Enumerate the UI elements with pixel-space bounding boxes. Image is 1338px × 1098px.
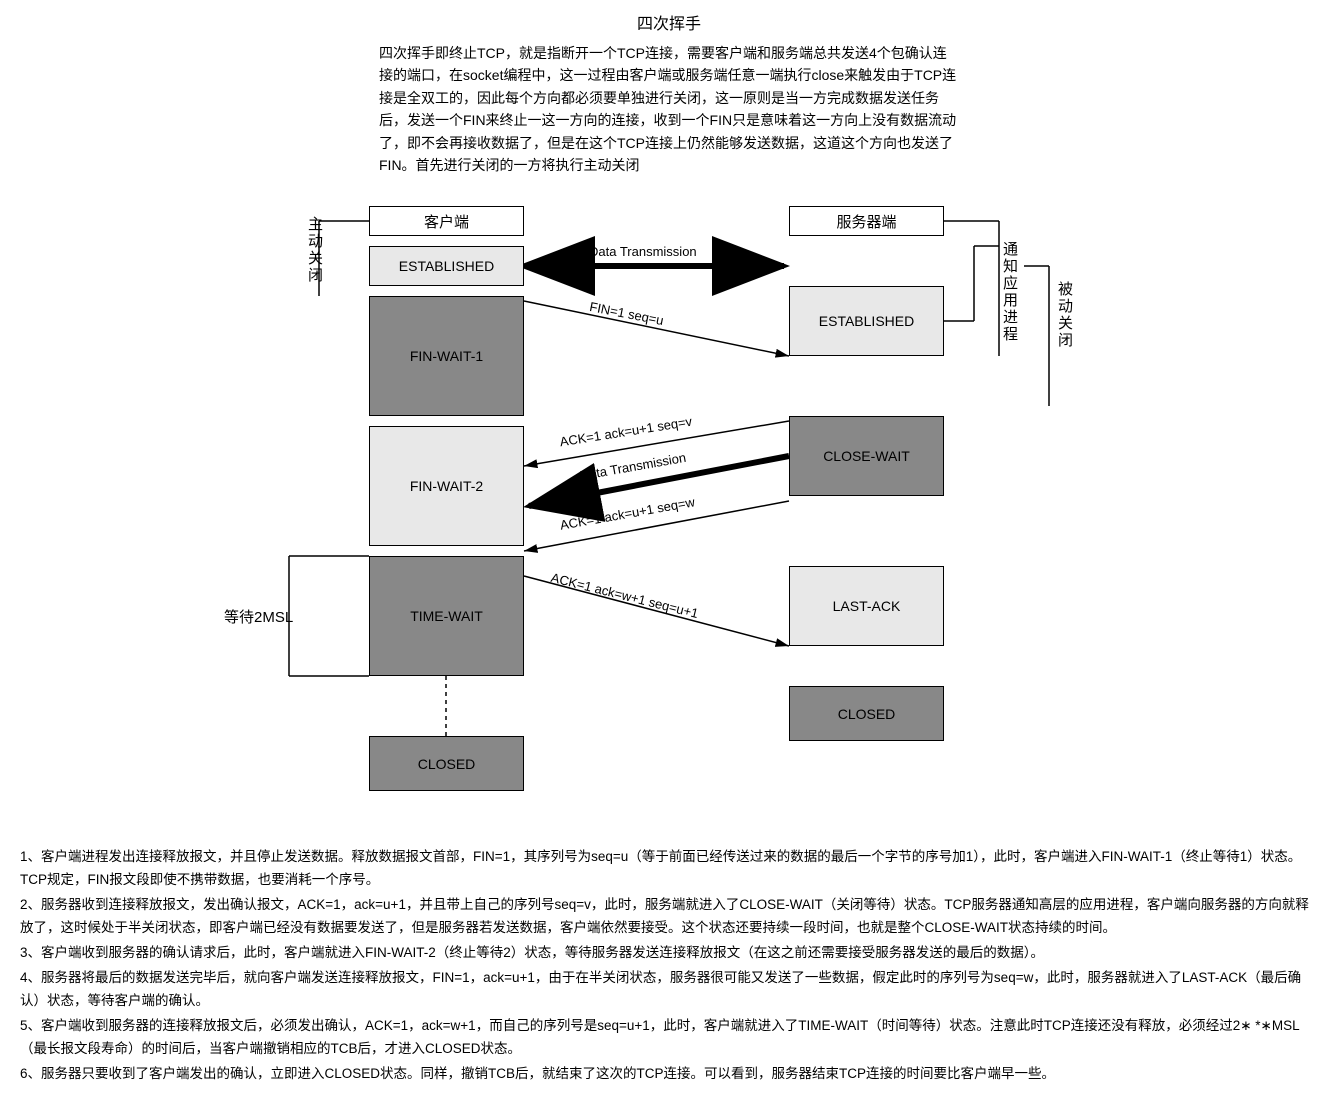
explain-6: 6、服务器只要收到了客户端发出的确认，立即进入CLOSED状态。同样，撤销TCB… xyxy=(20,1063,1318,1086)
explain-3: 3、客户端收到服务器的确认请求后，此时，客户端就进入FIN-WAIT-2（终止等… xyxy=(20,942,1318,965)
client-fin-wait-2: FIN-WAIT-2 xyxy=(369,426,524,546)
explanation-section: 1、客户端进程发出连接释放报文，并且停止发送数据。释放数据报文首部，FIN=1，… xyxy=(20,846,1318,1085)
explain-2: 2、服务器收到连接释放报文，发出确认报文，ACK=1，ack=u+1，并且带上自… xyxy=(20,894,1318,940)
client-header: 客户端 xyxy=(369,206,524,236)
diagram-svg xyxy=(219,206,1119,826)
page-title: 四次挥手 xyxy=(20,10,1318,34)
explain-4: 4、服务器将最后的数据发送完毕后，就向客户端发送连接释放报文，FIN=1，ack… xyxy=(20,967,1318,1013)
explain-1: 1、客户端进程发出连接释放报文，并且停止发送数据。释放数据报文首部，FIN=1，… xyxy=(20,846,1318,892)
notify-app-label: 通知应用进程 xyxy=(999,241,1020,343)
server-closed: CLOSED xyxy=(789,686,944,741)
handshake-diagram: 客户端 服务器端 主动关闭 通知应用进程 被动关闭 等待2MSL ESTABLI… xyxy=(219,206,1119,826)
server-last-ack: LAST-ACK xyxy=(789,566,944,646)
server-close-wait: CLOSE-WAIT xyxy=(789,416,944,496)
server-established: ESTABLISHED xyxy=(789,286,944,356)
active-close-label: 主动关闭 xyxy=(304,216,325,284)
wait-2msl-label: 等待2MSL xyxy=(224,606,293,627)
passive-close-label: 被动关闭 xyxy=(1054,281,1075,349)
client-time-wait: TIME-WAIT xyxy=(369,556,524,676)
explain-5: 5、客户端收到服务器的连接释放报文后，必须发出确认，ACK=1，ack=w+1，… xyxy=(20,1015,1318,1061)
server-header: 服务器端 xyxy=(789,206,944,236)
client-closed: CLOSED xyxy=(369,736,524,791)
intro-text: 四次挥手即终止TCP，就是指断开一个TCP连接，需要客户端和服务端总共发送4个包… xyxy=(379,42,959,176)
msg-data-1: Data Transmission xyxy=(589,244,697,259)
client-fin-wait-1: FIN-WAIT-1 xyxy=(369,296,524,416)
client-established: ESTABLISHED xyxy=(369,246,524,286)
